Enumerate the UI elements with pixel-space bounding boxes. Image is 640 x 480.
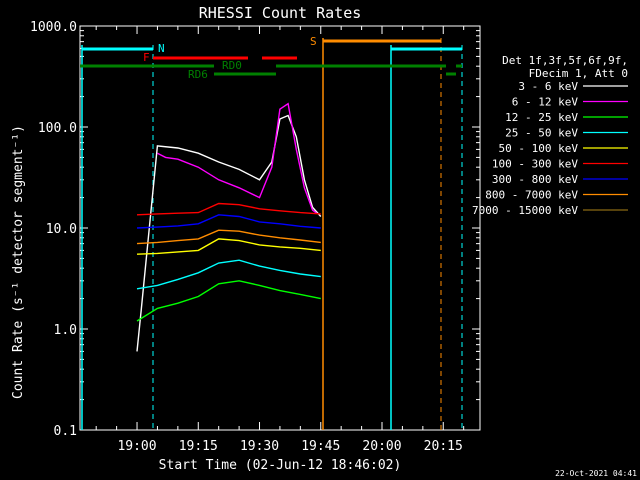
s-flag-label: S bbox=[310, 35, 317, 48]
n-flag-label: N bbox=[158, 42, 165, 55]
x-tick-label: 19:15 bbox=[179, 439, 218, 454]
legend-label: 25 - 50 keV bbox=[505, 127, 578, 140]
series-line-50-100-kev bbox=[136, 238, 321, 255]
rd0-flag-label: RD0 bbox=[222, 59, 242, 72]
y-tick-label: 1000.0 bbox=[30, 20, 77, 35]
legend-label: 6 - 12 keV bbox=[512, 96, 579, 109]
legend-label: 50 - 100 keV bbox=[499, 142, 579, 155]
footer-timestamp: 22-Oct-2021 04:41 bbox=[555, 469, 637, 478]
series-line-800-7000-kev bbox=[136, 229, 321, 245]
legend-label: 7000 - 15000 keV bbox=[472, 204, 578, 217]
series-line-6-12-kev bbox=[157, 102, 318, 214]
series-line-3-6-kev bbox=[136, 114, 322, 352]
x-tick-label: 19:00 bbox=[117, 439, 156, 454]
y-tick-label: 0.1 bbox=[54, 424, 77, 439]
legend-label: 100 - 300 keV bbox=[492, 158, 578, 171]
legend-label: 800 - 7000 keV bbox=[485, 189, 578, 202]
legend-header-line: FDecim 1, Att 0 bbox=[529, 67, 628, 80]
y-tick-label: 1.0 bbox=[54, 323, 77, 338]
y-tick-label: 100.0 bbox=[38, 121, 77, 136]
chart-title: RHESSI Count Rates bbox=[199, 4, 362, 22]
series-line-100-300-kev bbox=[136, 202, 321, 216]
x-tick-label: 19:45 bbox=[301, 439, 340, 454]
chart-marks: 0.1 1.0 10.0 100.0 1000.0 19:00 19:15 19:30 19:4… bbox=[30, 20, 481, 454]
series-line-25-50-kev bbox=[136, 259, 321, 290]
x-axis-label: Start Time (02-Jun-12 18:46:02) bbox=[159, 458, 402, 473]
legend-label: 300 - 800 keV bbox=[492, 173, 578, 186]
rd6-flag-label: RD6 bbox=[188, 68, 208, 81]
series-line-12-25-kev bbox=[136, 280, 321, 322]
series-line-300-800-kev bbox=[136, 214, 321, 229]
legend-label: 3 - 6 keV bbox=[518, 80, 578, 93]
legend: Det 1f,3f,5f,6f,9f,FDecim 1, Att 03 - 6 … bbox=[472, 54, 628, 217]
x-tick-label: 20:00 bbox=[362, 439, 401, 454]
legend-header-line: Det 1f,3f,5f,6f,9f, bbox=[502, 54, 628, 67]
y-tick-label: 10.0 bbox=[46, 222, 77, 237]
f-flag-label: F bbox=[143, 51, 150, 64]
legend-label: 12 - 25 keV bbox=[505, 111, 578, 124]
x-tick-label: 19:30 bbox=[240, 439, 279, 454]
x-tick-label: 20:15 bbox=[424, 439, 463, 454]
y-axis-label: Count Rate (s⁻¹ detector segment⁻¹) bbox=[11, 125, 26, 399]
